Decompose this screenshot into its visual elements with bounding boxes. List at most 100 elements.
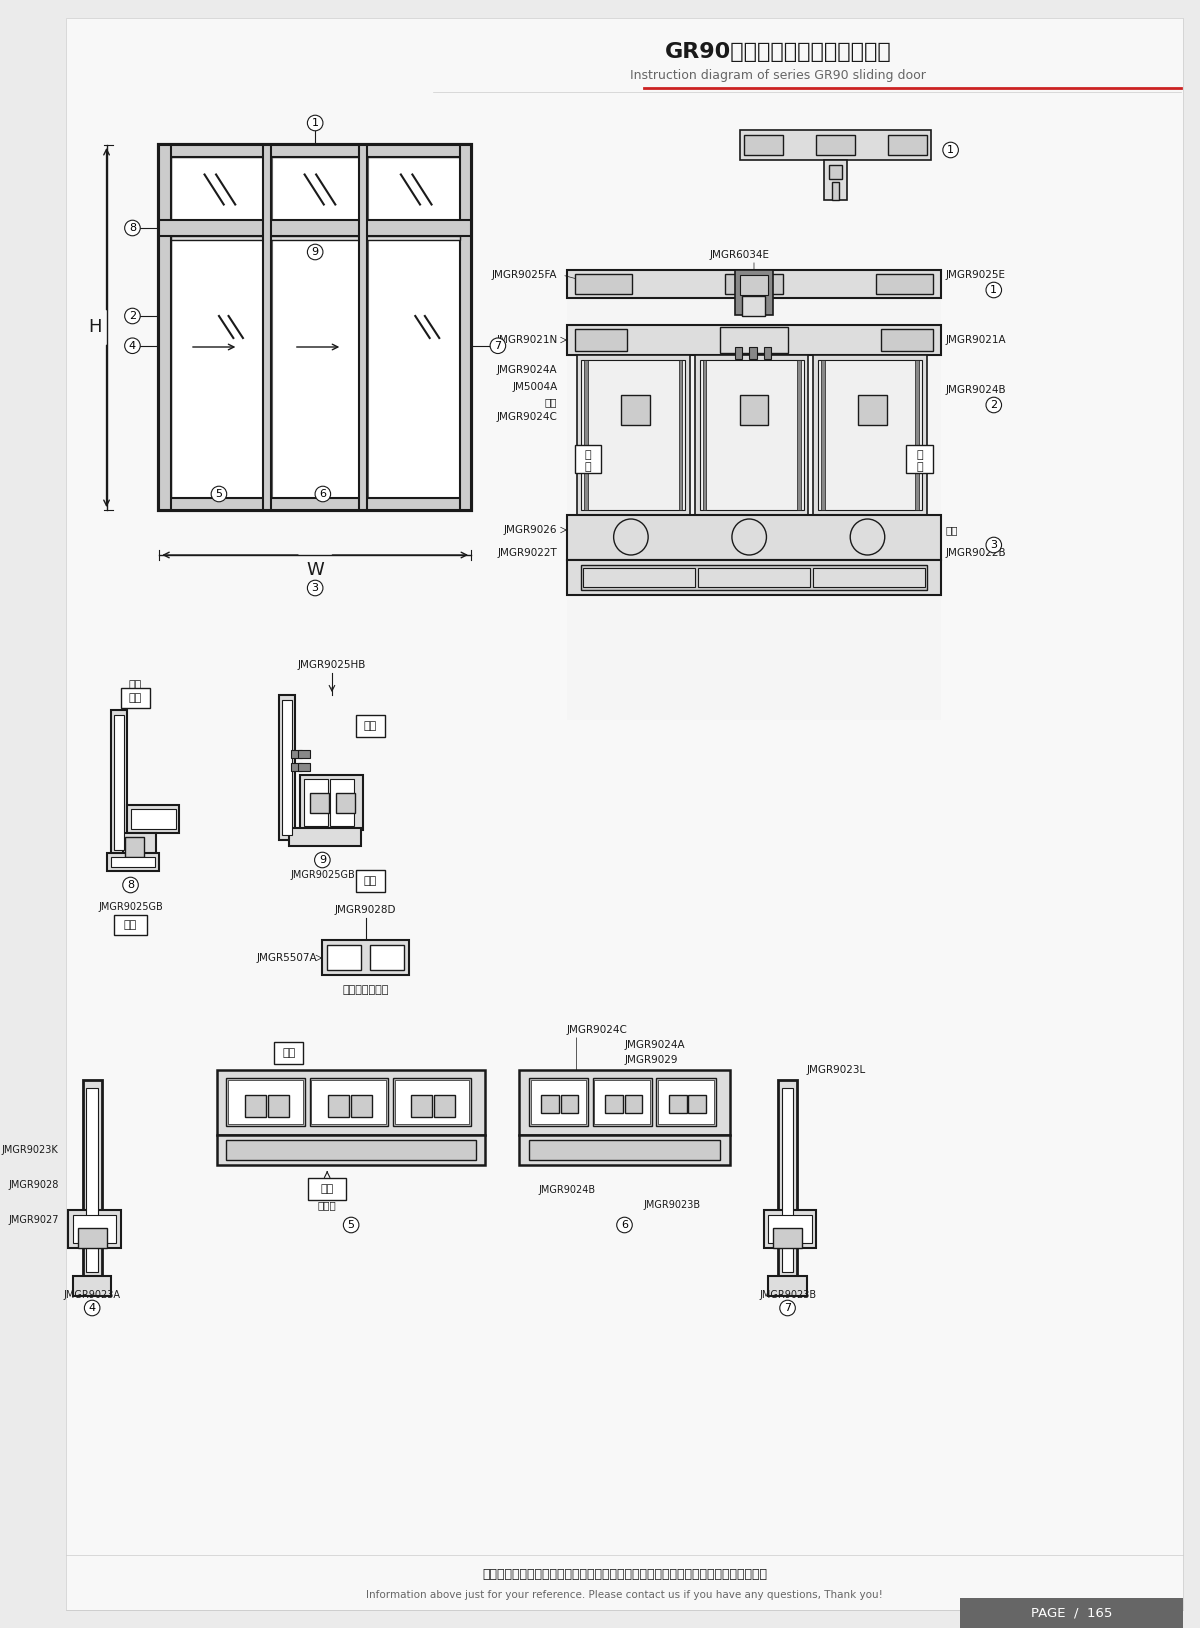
Bar <box>299 751 310 759</box>
Text: JMGR9025FA: JMGR9025FA <box>492 270 557 280</box>
Bar <box>583 568 695 588</box>
Text: 室: 室 <box>584 449 592 461</box>
Bar <box>575 444 601 474</box>
Text: 图中所示型材截面、装配、编号、尺寸及重量仅供参考。如有疑问，请向本公司查询。: 图中所示型材截面、装配、编号、尺寸及重量仅供参考。如有疑问，请向本公司查询。 <box>482 1568 767 1581</box>
Bar <box>131 809 175 829</box>
Text: 另一种锁紧方案: 另一种锁紧方案 <box>342 985 389 995</box>
Bar <box>125 837 144 856</box>
Bar <box>560 1096 578 1114</box>
Bar <box>622 396 650 425</box>
Text: 室外: 室外 <box>364 876 377 886</box>
Text: 塑料件: 塑料件 <box>318 1200 336 1210</box>
Text: 6: 6 <box>622 1219 628 1231</box>
Text: 室内: 室内 <box>128 694 142 703</box>
Bar <box>310 793 329 812</box>
Text: JMGR9025GB: JMGR9025GB <box>290 869 355 881</box>
Bar <box>290 751 302 759</box>
Bar <box>670 1096 686 1114</box>
Bar <box>310 1078 388 1127</box>
Bar <box>888 135 926 155</box>
Bar <box>656 1078 715 1127</box>
Bar <box>576 355 690 514</box>
Bar <box>304 780 328 825</box>
Bar <box>594 1079 649 1123</box>
Bar <box>518 1070 730 1135</box>
Text: 5: 5 <box>348 1219 355 1231</box>
Bar <box>566 326 941 355</box>
Bar <box>228 1079 302 1123</box>
Text: 7: 7 <box>784 1302 791 1314</box>
Bar <box>518 1135 730 1166</box>
Text: JMGR9025HB: JMGR9025HB <box>298 659 366 671</box>
Text: 角码: 角码 <box>545 397 557 407</box>
Bar <box>227 1140 476 1161</box>
Bar <box>86 1088 98 1271</box>
Bar <box>217 1135 486 1166</box>
Bar <box>814 568 925 588</box>
Bar <box>763 347 772 360</box>
Text: 4: 4 <box>89 1302 96 1314</box>
Bar <box>695 355 809 514</box>
Circle shape <box>732 519 767 555</box>
Bar <box>434 1096 455 1117</box>
Bar <box>593 1078 652 1127</box>
Bar <box>702 360 707 510</box>
Text: JMGR9029: JMGR9029 <box>624 1055 678 1065</box>
Bar <box>280 695 294 840</box>
Text: 5: 5 <box>216 488 222 500</box>
Bar <box>392 1078 472 1127</box>
Text: JMGR9025E: JMGR9025E <box>946 270 1006 280</box>
Text: 6: 6 <box>319 488 326 500</box>
Bar <box>308 1179 347 1200</box>
Bar <box>290 764 302 772</box>
Bar <box>749 347 757 360</box>
Text: PAGE  /  165: PAGE / 165 <box>1031 1607 1112 1620</box>
Text: JMGR5507A: JMGR5507A <box>257 952 318 964</box>
Bar <box>566 270 941 720</box>
Bar <box>763 1210 816 1249</box>
Bar <box>782 1088 793 1271</box>
Text: JMGR9024C: JMGR9024C <box>497 412 557 422</box>
Bar <box>107 853 160 871</box>
Text: 室: 室 <box>917 449 923 461</box>
Text: 室内: 室内 <box>282 1048 295 1058</box>
Bar <box>371 944 404 970</box>
Bar <box>268 1096 289 1117</box>
Text: JMGR9022T: JMGR9022T <box>498 549 557 558</box>
Text: 4: 4 <box>128 340 136 350</box>
Bar <box>916 360 919 510</box>
Text: 2: 2 <box>128 311 136 321</box>
Text: 室内: 室内 <box>364 721 377 731</box>
Bar <box>566 560 941 594</box>
Bar <box>566 270 941 298</box>
Text: 7: 7 <box>494 340 502 350</box>
Bar <box>858 396 887 425</box>
Bar <box>881 329 934 352</box>
Bar <box>530 1079 586 1123</box>
Circle shape <box>613 519 648 555</box>
Text: JMGR9027: JMGR9027 <box>8 1214 59 1224</box>
Bar <box>824 160 847 200</box>
Text: 室外: 室外 <box>320 1184 334 1193</box>
Bar <box>739 130 931 160</box>
Text: JMGR9024A: JMGR9024A <box>624 1040 685 1050</box>
Bar <box>814 355 926 514</box>
Bar <box>575 274 632 295</box>
Bar <box>821 360 824 510</box>
Text: 1: 1 <box>947 145 954 155</box>
Bar <box>528 1140 720 1161</box>
Bar <box>725 274 782 295</box>
Text: 1: 1 <box>312 117 319 129</box>
Text: JMGR9023B: JMGR9023B <box>644 1200 701 1210</box>
Text: JM5004A: JM5004A <box>512 383 557 392</box>
Bar <box>160 145 472 510</box>
Text: JMGR9023L: JMGR9023L <box>806 1065 866 1074</box>
Text: 3: 3 <box>990 540 997 550</box>
Bar <box>906 444 934 474</box>
Bar <box>797 360 800 510</box>
Bar <box>160 220 472 236</box>
Bar <box>734 270 773 314</box>
Bar <box>312 1079 386 1123</box>
Text: 室外: 室外 <box>124 920 137 930</box>
Bar <box>217 1070 486 1135</box>
